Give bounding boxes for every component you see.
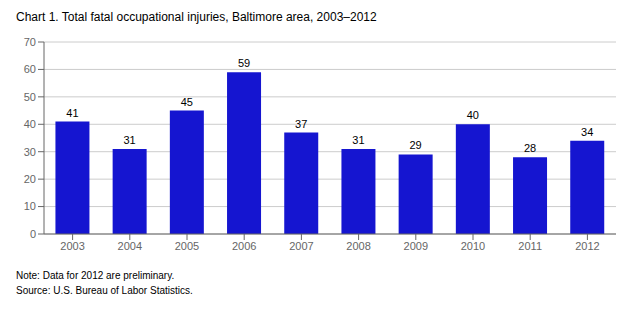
svg-text:70: 70	[24, 36, 36, 48]
svg-text:30: 30	[24, 146, 36, 158]
svg-text:31: 31	[352, 134, 364, 146]
svg-text:50: 50	[24, 91, 36, 103]
svg-text:2012: 2012	[575, 240, 599, 252]
svg-text:29: 29	[410, 139, 422, 151]
svg-text:20: 20	[24, 173, 36, 185]
svg-text:0: 0	[30, 228, 36, 240]
svg-text:45: 45	[181, 96, 193, 108]
svg-text:2004: 2004	[118, 240, 142, 252]
svg-text:40: 40	[24, 118, 36, 130]
svg-text:31: 31	[124, 134, 136, 146]
svg-text:37: 37	[295, 118, 307, 130]
svg-text:34: 34	[581, 126, 593, 138]
svg-text:40: 40	[467, 109, 479, 121]
svg-text:2008: 2008	[346, 240, 370, 252]
svg-text:2009: 2009	[404, 240, 428, 252]
svg-text:2007: 2007	[289, 240, 313, 252]
svg-text:2003: 2003	[60, 240, 84, 252]
svg-text:41: 41	[66, 107, 78, 119]
svg-text:59: 59	[238, 57, 250, 69]
html-text:Note: Data for 2012 are prelim: Note: Data for 2012 are preliminary.	[16, 270, 175, 281]
html-text:Chart 1. Total fatal occupatio: Chart 1. Total fatal occupational injuri…	[16, 10, 377, 24]
svg-text:60: 60	[24, 63, 36, 75]
svg-text:2006: 2006	[232, 240, 256, 252]
svg-text:28: 28	[524, 142, 536, 154]
svg-text:10: 10	[24, 200, 36, 212]
svg-text:2005: 2005	[175, 240, 199, 252]
svg-text:2010: 2010	[461, 240, 485, 252]
svg-text:2011: 2011	[518, 240, 542, 252]
html-text:Source: U.S. Bureau of Labor S: Source: U.S. Bureau of Labor Statistics.	[16, 285, 193, 296]
